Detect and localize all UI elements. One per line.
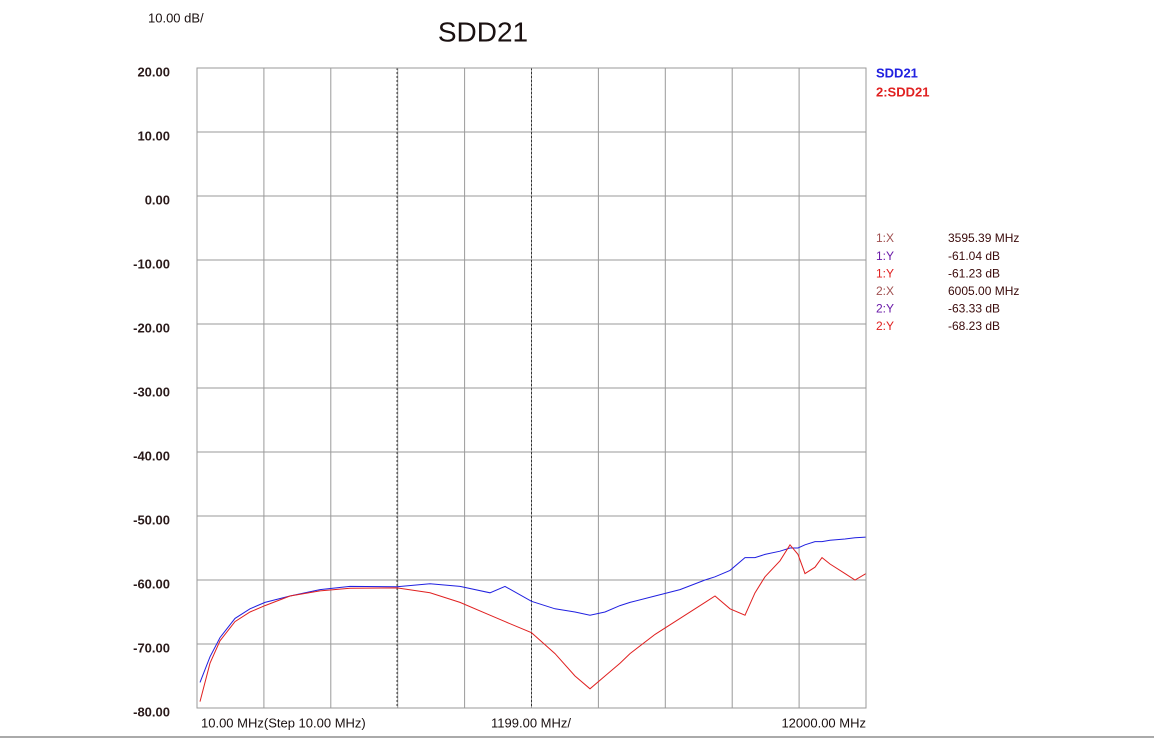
y-tick-label: -20.00 — [133, 320, 170, 335]
readout-label: 1:Y — [876, 249, 894, 263]
readout-value: -63.33 dB — [948, 302, 1000, 316]
y-tick-label: -30.00 — [133, 384, 170, 399]
y-tick-label: 10.00 — [137, 128, 170, 143]
legend-entry: 2:SDD21 — [876, 84, 929, 99]
chart-title: SDD21 — [438, 16, 528, 47]
y-tick-label: -60.00 — [133, 576, 170, 591]
readout-label: 2:Y — [876, 302, 894, 316]
readout-value: -61.04 dB — [948, 249, 1000, 263]
readout-value: 3595.39 MHz — [948, 231, 1019, 245]
series-line — [199, 543, 867, 702]
y-tick-label: -80.00 — [133, 704, 170, 719]
readout-value: -68.23 dB — [948, 319, 1000, 333]
y-tick-label: 0.00 — [145, 192, 170, 207]
x-start-label: 10.00 MHz(Step 10.00 MHz) — [201, 715, 366, 730]
scale-label: 10.00 dB/ — [148, 10, 204, 25]
legend-entry: SDD21 — [876, 65, 918, 80]
plot-frame — [196, 67, 867, 709]
readout-label: 1:X — [876, 231, 894, 245]
readout-label: 2:X — [876, 284, 894, 298]
x-stop-label: 12000.00 MHz — [781, 715, 866, 730]
x-scale-label: 1199.00 MHz/ — [491, 715, 571, 730]
readout-label: 2:Y — [876, 319, 894, 333]
readout-value: 6005.00 MHz — [948, 284, 1019, 298]
y-tick-label: -50.00 — [133, 512, 170, 527]
y-tick-label: -70.00 — [133, 640, 170, 655]
readout-value: -61.23 dB — [948, 266, 1000, 280]
readout-label: 1:Y — [876, 266, 894, 280]
y-tick-label: -10.00 — [133, 256, 170, 271]
y-tick-label: 20.00 — [137, 64, 170, 79]
y-tick-label: -40.00 — [133, 448, 170, 463]
